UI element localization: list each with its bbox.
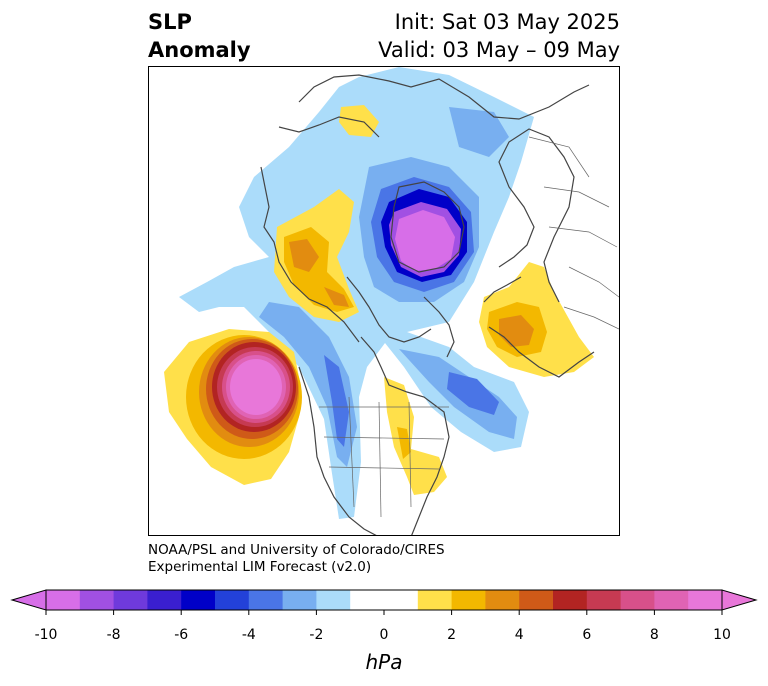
high-anomaly-eastern-na-core — [397, 427, 411, 459]
colorbar-tick-label: -4 — [241, 627, 256, 643]
colorbar-segment — [654, 590, 689, 610]
colorbar-tick-label: -10 — [34, 627, 58, 643]
colorbar-ticks — [45, 610, 723, 615]
high-anomaly-pacific-10 — [230, 359, 282, 415]
colorbar-tick-label: -6 — [174, 627, 189, 643]
colorbar-segment — [451, 590, 486, 610]
low-center-magenta — [395, 210, 455, 271]
valid-range: Valid: 03 May – 09 May — [378, 38, 620, 62]
colorbar-segment — [147, 590, 182, 610]
colorbar-segment — [586, 590, 622, 610]
colorbar — [10, 589, 758, 615]
title-variable: SLP — [148, 10, 192, 34]
plot-title-right: Init: Sat 03 May 2025 Valid: 03 May – 09… — [378, 8, 620, 64]
colorbar-tick-label: -8 — [106, 627, 121, 643]
colorbar-segment — [485, 590, 520, 610]
colorbar-segments — [46, 590, 723, 610]
colorbar-segment — [688, 590, 723, 610]
init-date: Init: Sat 03 May 2025 — [394, 10, 620, 34]
credit-line-2: Experimental LIM Forecast (v2.0) — [148, 559, 372, 575]
colorbar-segment — [79, 590, 115, 610]
colorbar-segment — [316, 590, 351, 610]
colorbar-segment — [417, 590, 453, 610]
map-canvas — [164, 67, 619, 535]
colorbar-tick-label: 10 — [713, 627, 731, 643]
high-anomaly-eastern-na — [384, 377, 447, 495]
colorbar-segment — [215, 590, 250, 610]
colorbar-tick-label: 2 — [447, 627, 457, 643]
colorbar-extend-right — [721, 589, 758, 611]
colorbar-segment — [519, 590, 554, 610]
colorbar-extend-left — [10, 589, 47, 611]
coastlines — [260, 74, 595, 535]
colorbar-segment — [248, 590, 284, 610]
credit-text: NOAA/PSL and University of Colorado/CIRE… — [148, 542, 445, 576]
colorbar-units: hPa — [365, 650, 403, 674]
colorbar-segment — [553, 590, 588, 610]
colorbar-segment — [350, 590, 385, 610]
slp-anomaly-map — [148, 66, 620, 536]
colorbar-tick-label: -2 — [309, 627, 324, 643]
colorbar-segment — [282, 590, 317, 610]
high-anomaly-europe-peak — [499, 315, 534, 347]
colorbar-tick-label: 6 — [582, 627, 592, 643]
plot-title-left: SLP Anomaly — [148, 8, 251, 64]
title-subvariable: Anomaly — [148, 38, 251, 62]
high-anomaly-siberia-peak — [289, 239, 349, 307]
colorbar-segment — [46, 590, 81, 610]
credit-line-1: NOAA/PSL and University of Colorado/CIRE… — [148, 542, 445, 558]
colorbar-tick-label: 4 — [514, 627, 524, 643]
borders — [319, 136, 619, 518]
colorbar-segment — [113, 590, 148, 610]
colorbar-segment — [384, 590, 419, 610]
colorbar-tick-label: 0 — [379, 627, 389, 643]
colorbar-segment — [620, 590, 655, 610]
colorbar-segment — [181, 590, 216, 610]
colorbar-tick-label: 8 — [649, 627, 659, 643]
